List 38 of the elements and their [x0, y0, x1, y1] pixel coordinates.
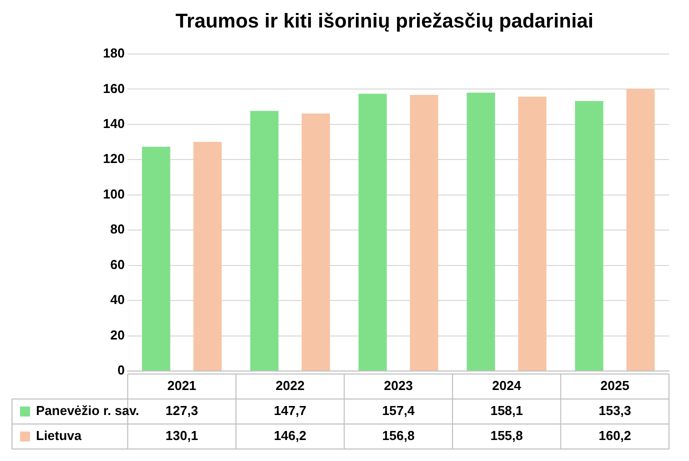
- x-tick-label: 2021: [167, 378, 196, 394]
- y-tick-label: 180: [102, 46, 125, 61]
- y-tick-label: 160: [102, 80, 125, 96]
- data-label: 156,8: [382, 428, 415, 444]
- data-label: 153,3: [598, 403, 632, 418]
- bar: [626, 88, 655, 370]
- bar: [193, 142, 222, 370]
- data-label: 130,1: [166, 428, 198, 444]
- bar: [466, 92, 496, 370]
- x-tick-label: 2023: [384, 378, 413, 394]
- y-tick-label: 20: [110, 327, 125, 342]
- y-tick-label: 140: [102, 116, 125, 132]
- y-tick-label: 120: [102, 151, 125, 166]
- legend-label: Panevėžio r. sav.: [36, 403, 140, 418]
- bar: [518, 96, 546, 370]
- data-label: 127,3: [166, 403, 198, 418]
- bar: [358, 94, 387, 370]
- data-label: 157,4: [382, 403, 416, 418]
- legend-label: Lietuva: [36, 428, 82, 444]
- bar: [302, 114, 330, 370]
- bar: [575, 101, 604, 370]
- data-label: 147,7: [274, 403, 306, 418]
- y-tick-label: 100: [102, 186, 125, 202]
- x-tick-label: 2024: [492, 378, 522, 394]
- bar: [142, 146, 170, 370]
- data-label: 158,1: [490, 403, 523, 418]
- y-tick-label: 60: [110, 256, 125, 272]
- y-tick-label: 80: [110, 222, 125, 237]
- bar: [250, 110, 279, 370]
- data-label: 146,2: [274, 428, 306, 444]
- chart-title: Traumos ir kiti išorinių priežasčių padariniai: [176, 10, 594, 33]
- data-label: 160,2: [598, 428, 632, 444]
- x-tick-label: 2022: [276, 378, 305, 394]
- data-label: 155,8: [490, 428, 523, 444]
- bar: [410, 94, 438, 370]
- y-tick-label: 40: [110, 292, 125, 308]
- y-tick-label: 0: [117, 362, 125, 378]
- x-tick-label: 2025: [600, 378, 630, 394]
